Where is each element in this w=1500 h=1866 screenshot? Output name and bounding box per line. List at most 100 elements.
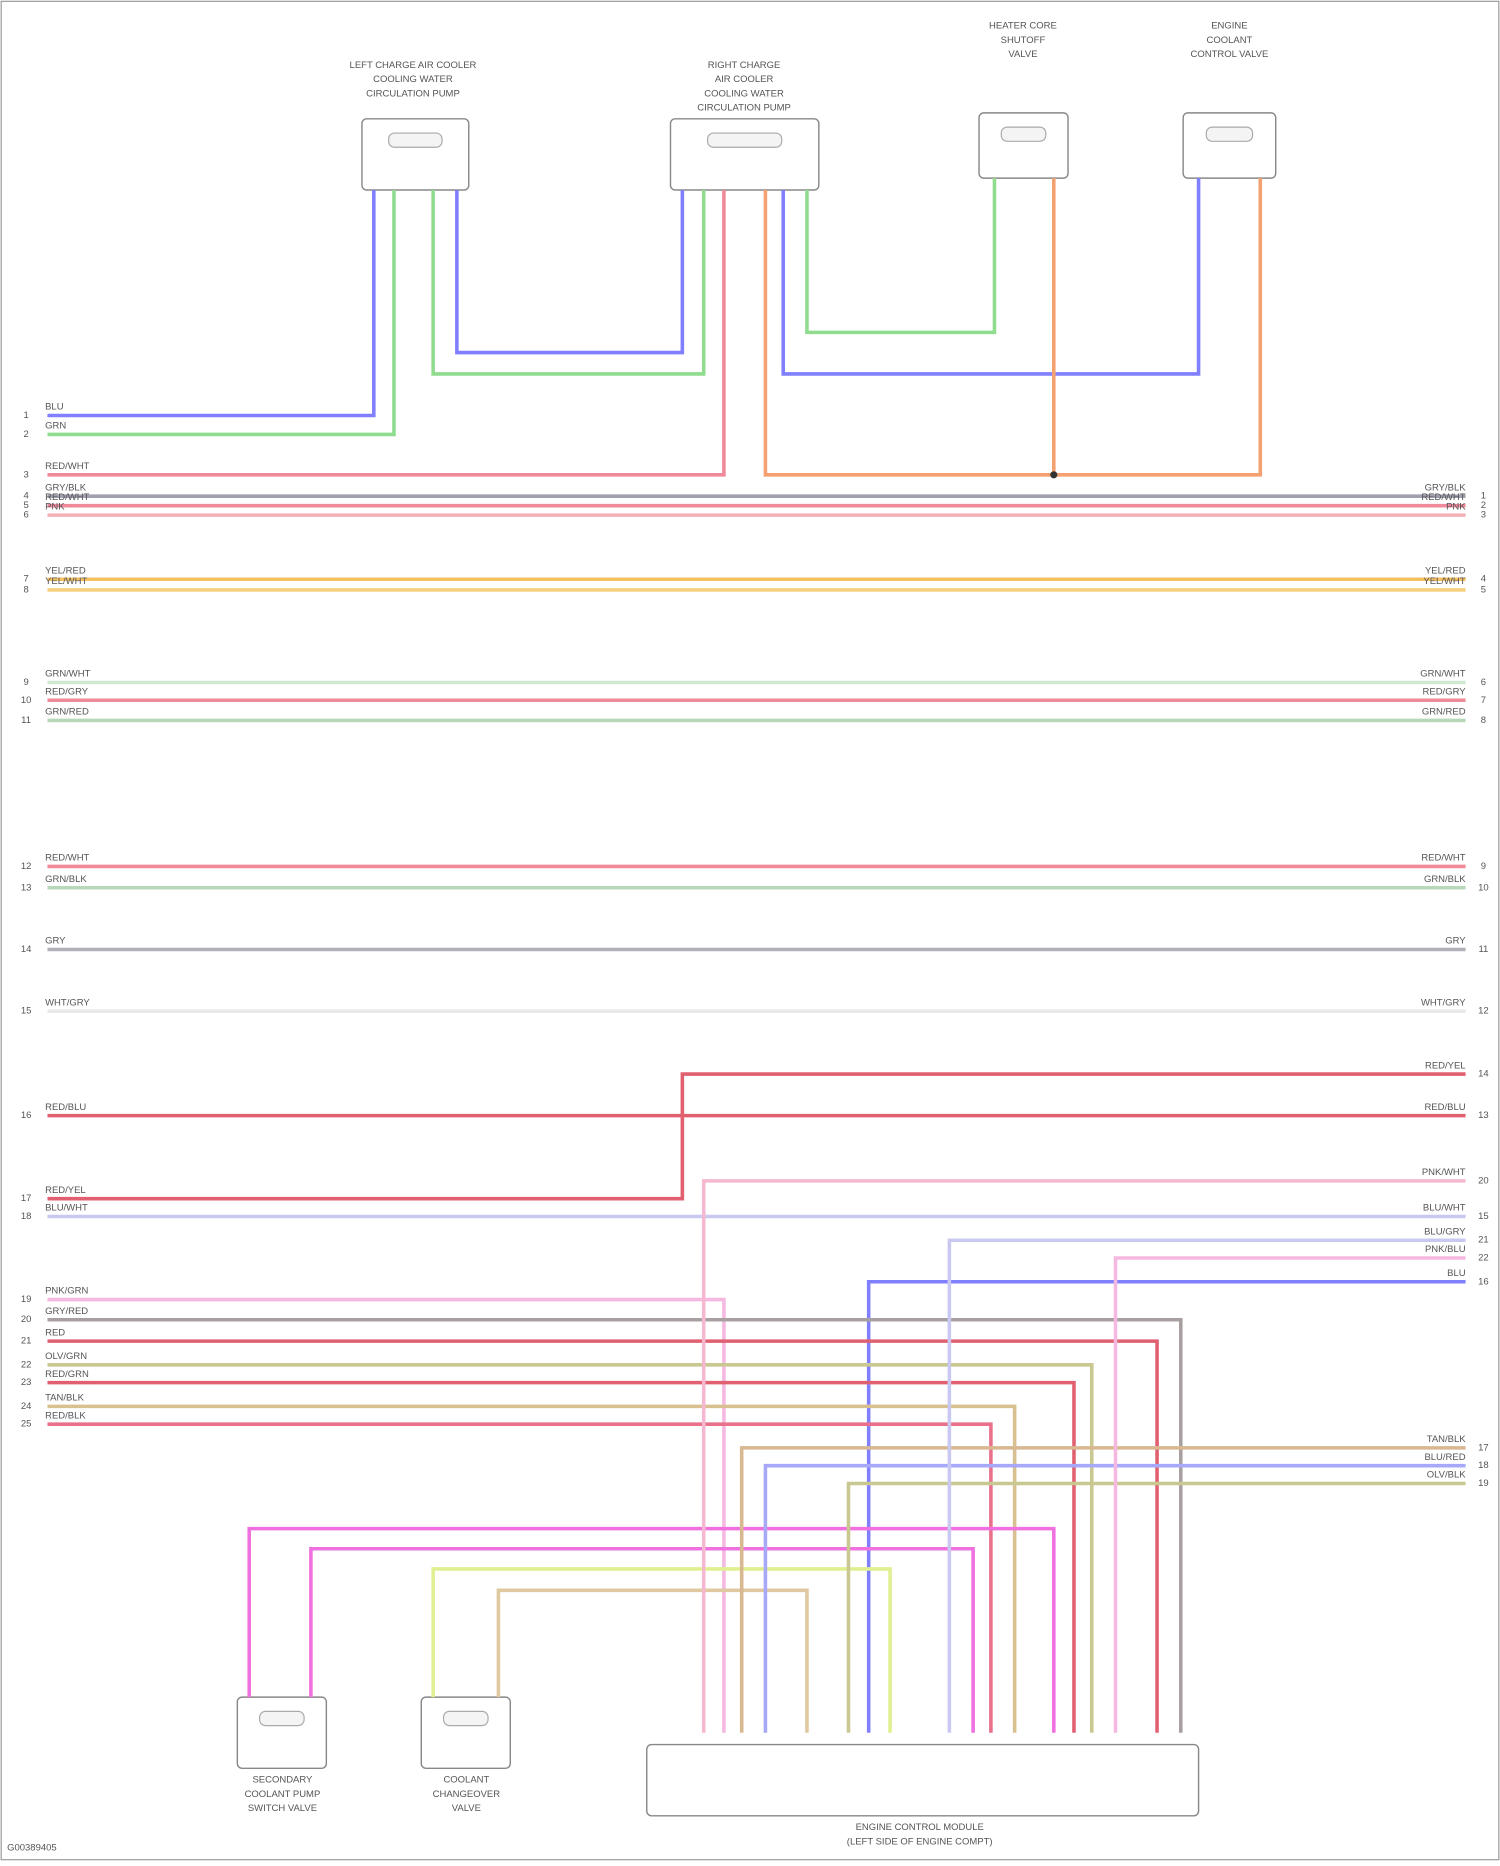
wire xyxy=(47,1422,993,1733)
wire-label: GRN/BLK xyxy=(45,874,87,885)
wire xyxy=(47,1072,1466,1201)
component-label: COOLANT xyxy=(443,1775,489,1786)
wire xyxy=(846,1481,1466,1733)
pin-number: 2 xyxy=(23,429,28,440)
pin-number: 9 xyxy=(23,677,28,688)
wire-label: YEL/WHT xyxy=(45,576,87,587)
pin-number: 14 xyxy=(1478,1069,1489,1080)
pin-number: 16 xyxy=(1478,1276,1489,1287)
wire-label: RED/WHT xyxy=(45,853,89,864)
component-label: VALVE xyxy=(452,1803,481,1814)
wire-label: GRY/BLK xyxy=(1425,482,1467,493)
wire xyxy=(431,189,706,376)
pin-number: 19 xyxy=(21,1294,32,1305)
wire-label: RED/WHT xyxy=(1421,492,1465,503)
component-label: CIRCULATION PUMP xyxy=(366,88,460,99)
pin-number: 17 xyxy=(1478,1442,1489,1453)
pin-number: 14 xyxy=(21,944,32,955)
component-label: AIR COOLER xyxy=(715,74,774,85)
wire xyxy=(805,178,997,335)
component-inner xyxy=(1000,126,1047,142)
pin-number: 11 xyxy=(21,715,31,726)
component-label: COOLING WATER xyxy=(373,74,453,85)
wire-label: PNK xyxy=(1446,501,1466,512)
wire xyxy=(47,1339,1159,1733)
wire-label: RED/WHT xyxy=(45,492,89,503)
wire xyxy=(47,1363,1094,1733)
wire xyxy=(781,178,1201,376)
wire-label: WHT/GRY xyxy=(1421,997,1466,1008)
pin-number: 25 xyxy=(21,1419,32,1430)
wire-label: BLU/WHT xyxy=(1423,1203,1466,1214)
wire xyxy=(47,1297,726,1733)
pin-number: 20 xyxy=(21,1314,32,1325)
pin-number: 22 xyxy=(1478,1253,1489,1264)
pin-number: 10 xyxy=(21,695,32,706)
component-label: COOLING WATER xyxy=(704,88,784,99)
wire-label: RED/BLU xyxy=(45,1102,86,1113)
pin-number: 21 xyxy=(21,1336,32,1347)
wire-label: OLV/BLK xyxy=(1427,1470,1467,1481)
component-label: SWITCH VALVE xyxy=(248,1803,317,1814)
wire xyxy=(455,189,685,355)
wire-label: RED/GRY xyxy=(1423,686,1467,697)
pin-number: 4 xyxy=(1481,574,1486,585)
pin-number: 18 xyxy=(21,1211,32,1222)
wire-label: GRY xyxy=(45,936,66,947)
wire-label: BLU/RED xyxy=(1424,1452,1465,1463)
component-label: ENGINE CONTROL MODULE xyxy=(856,1822,984,1833)
component-label: COOLANT xyxy=(1207,35,1253,46)
wire-label: GRN/RED xyxy=(1422,707,1466,718)
wire xyxy=(309,1546,975,1733)
component-box xyxy=(420,1696,511,1770)
pin-number: 7 xyxy=(1481,695,1486,706)
component-label: RIGHT CHARGE xyxy=(708,60,781,71)
wire xyxy=(431,1567,892,1733)
component-label: HEATER CORE xyxy=(989,21,1057,32)
wire-label: RED/GRY xyxy=(45,686,89,697)
wire xyxy=(763,1463,1466,1733)
pin-number: 19 xyxy=(1478,1478,1489,1489)
wire-label: RED/GRN xyxy=(45,1369,89,1380)
wire-label: PNK/BLU xyxy=(1425,1244,1466,1255)
wire-label: RED xyxy=(45,1327,65,1338)
component-label: CONTROL VALVE xyxy=(1191,49,1269,60)
component-box xyxy=(236,1696,328,1770)
component-label: SECONDARY xyxy=(252,1775,313,1786)
wire xyxy=(47,189,726,477)
wire xyxy=(47,1380,1076,1733)
wire xyxy=(47,1404,1017,1733)
wire-label: TAN/BLK xyxy=(45,1393,85,1404)
pin-number: 1 xyxy=(1481,491,1486,502)
component-inner xyxy=(1205,126,1254,142)
pin-number: 3 xyxy=(23,469,28,480)
wire xyxy=(866,1279,1466,1733)
wire-label: RED/YEL xyxy=(1425,1060,1466,1071)
component-inner xyxy=(258,1710,305,1727)
wire-label: YEL/RED xyxy=(45,565,86,576)
wire-label: BLU xyxy=(1447,1268,1466,1279)
wire xyxy=(947,1238,1466,1733)
component-label: COOLANT PUMP xyxy=(245,1789,321,1800)
pin-number: 7 xyxy=(23,574,28,585)
pin-number: 6 xyxy=(1481,677,1486,688)
wire xyxy=(47,189,376,418)
pin-number: 9 xyxy=(1481,861,1486,872)
wire-label: RED/BLK xyxy=(45,1410,86,1421)
wire-label: PNK/GRN xyxy=(45,1286,88,1297)
component-inner xyxy=(442,1710,489,1727)
component-box xyxy=(669,118,820,191)
pin-number: 2 xyxy=(1481,500,1486,511)
wire-label: GRY/BLK xyxy=(45,482,87,493)
wire-label: GRN/WHT xyxy=(1420,669,1466,680)
pin-number: 24 xyxy=(21,1401,32,1412)
pin-number: 13 xyxy=(1478,1110,1489,1121)
wire-label: PNK xyxy=(45,501,65,512)
component-inner xyxy=(388,132,443,148)
pin-number: 12 xyxy=(21,861,32,872)
pin-number: 15 xyxy=(21,1006,32,1017)
component-box xyxy=(1182,112,1277,179)
wire xyxy=(496,1588,809,1733)
